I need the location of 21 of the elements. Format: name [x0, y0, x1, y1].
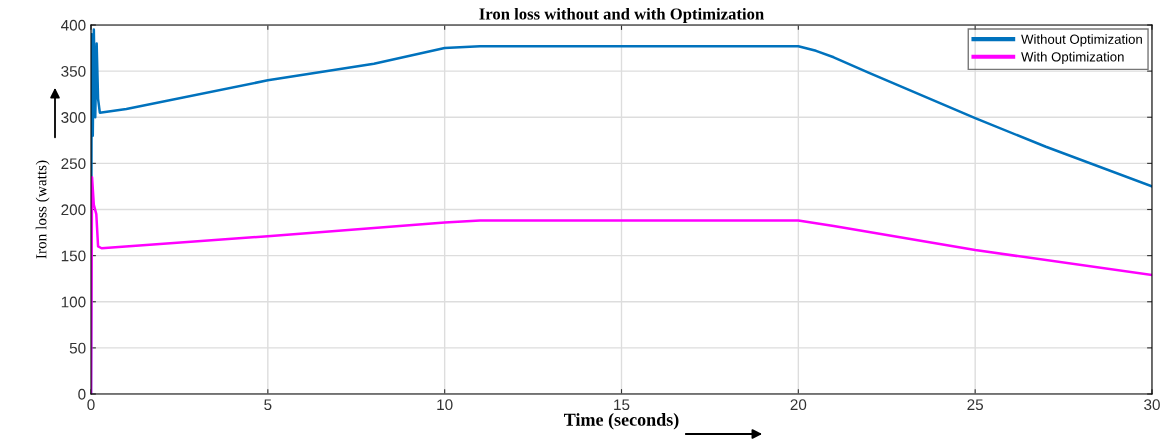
y-tick-label: 200	[61, 204, 86, 216]
y-tick-label: 300	[61, 112, 86, 123]
x-tick-label: 10	[437, 399, 453, 411]
x-axis-title: Time (seconds)	[564, 413, 679, 430]
y-tick-label: 250	[61, 158, 86, 170]
y-tick-label: 400	[61, 19, 86, 31]
y-tick-label: 100	[61, 296, 86, 308]
y-tick-label: 50	[69, 342, 86, 354]
y-tick-label: 150	[61, 250, 86, 262]
legend-label: With Optimization	[1021, 51, 1124, 65]
y-tick-label: 0	[78, 388, 86, 400]
y-axis-title: Iron loss (watts)	[35, 160, 50, 259]
x-tick-label: 15	[614, 399, 630, 411]
x-tick-label: 5	[264, 399, 272, 411]
x-tick-label: 30	[1144, 399, 1160, 411]
x-tick-label: 20	[790, 399, 807, 411]
chart-title: Iron loss without and with Optimization	[479, 7, 764, 23]
x-tick-label: 25	[967, 399, 984, 411]
legend-label: Without Optimization	[1021, 34, 1142, 47]
x-tick-label: 0	[87, 399, 95, 411]
y-tick-label: 350	[61, 65, 86, 77]
